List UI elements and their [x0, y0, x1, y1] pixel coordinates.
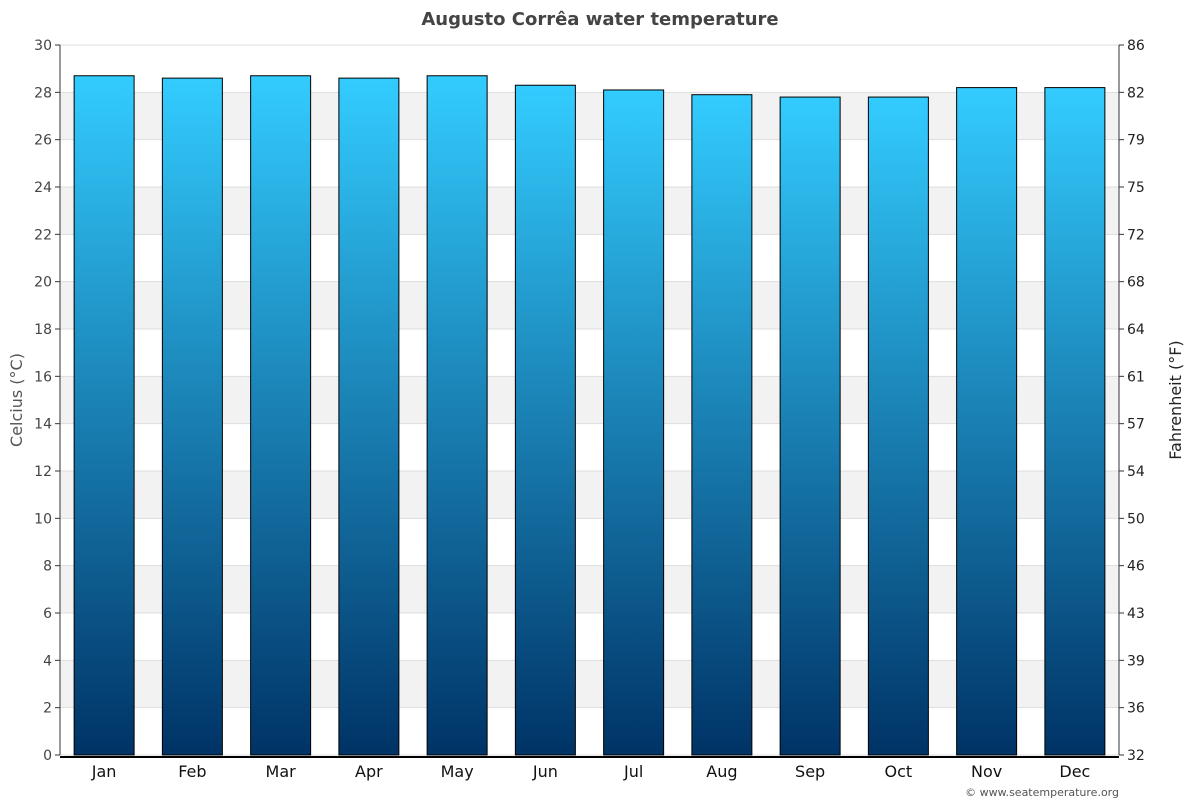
y-tick-label-right: 64: [1127, 322, 1145, 338]
x-tick-label: Aug: [706, 762, 737, 781]
y-tick-label-left: 24: [34, 180, 52, 196]
axes: 0 32 2 36 4 39 6 43 8 46 10 50 12 54 14 57 16 61 18 64 20 68 2…: [34, 38, 1145, 781]
y-tick-label-right: 50: [1127, 511, 1145, 527]
bar-jul: [603, 89, 665, 756]
bar-may: [426, 75, 488, 756]
y-tick-label-left: 16: [34, 369, 52, 385]
bar-jun: [514, 84, 576, 756]
bar-oct: [867, 96, 929, 756]
y-tick-label-left: 0: [43, 748, 52, 764]
y-tick-label-left: 10: [34, 511, 52, 527]
y-tick-label-left: 6: [43, 606, 52, 622]
bar-apr: [338, 77, 400, 756]
y-tick-label-right: 36: [1127, 701, 1145, 717]
grid-band: [60, 660, 1119, 708]
bar-aug: [691, 94, 753, 756]
y-tick-label-left: 4: [43, 653, 52, 669]
x-tick-label: May: [441, 762, 474, 781]
x-tick-label: Jan: [91, 762, 117, 781]
y-tick-label-right: 32: [1127, 748, 1145, 764]
y-tick-label-left: 12: [34, 464, 52, 480]
y-tick-label-right: 43: [1127, 606, 1145, 622]
bar-dec: [1044, 87, 1106, 756]
y-tick-label-right: 79: [1127, 133, 1145, 149]
x-tick-label: Jun: [532, 762, 558, 781]
y-tick-label-right: 57: [1127, 417, 1145, 433]
y-tick-label-right: 61: [1127, 369, 1145, 385]
grid-band: [60, 187, 1119, 235]
y-tick-label-right: 68: [1127, 275, 1145, 291]
x-tick-label: Nov: [971, 762, 1002, 781]
bar-jan: [73, 75, 135, 756]
y-tick-label-left: 28: [34, 85, 52, 101]
x-tick-label: Mar: [266, 762, 297, 781]
x-tick-label: Feb: [178, 762, 206, 781]
y-axis-label-right: Fahrenheit (°F): [1166, 340, 1185, 459]
grid-band: [60, 281, 1119, 329]
y-tick-label-right: 75: [1127, 180, 1145, 196]
chart-title: Augusto Corrêa water temperature: [421, 9, 778, 30]
x-tick-label: Dec: [1059, 762, 1090, 781]
y-tick-label-left: 14: [34, 417, 52, 433]
y-tick-label-left: 26: [34, 133, 52, 149]
y-tick-label-right: 72: [1127, 227, 1145, 243]
y-axis-label-left: Celcius (°C): [7, 353, 26, 447]
grid-band: [60, 92, 1119, 140]
grid-bands: [60, 44, 1119, 756]
bar-sep: [779, 96, 841, 756]
credit-text: © www.seatemperature.org: [965, 786, 1119, 799]
y-tick-label-right: 54: [1127, 464, 1145, 480]
y-tick-label-left: 30: [34, 38, 52, 54]
y-tick-label-left: 20: [34, 275, 52, 291]
y-tick-label-right: 39: [1127, 653, 1145, 669]
grid-band: [60, 565, 1119, 613]
bar-feb: [161, 77, 223, 756]
y-tick-label-left: 2: [43, 701, 52, 717]
x-tick-label: Apr: [355, 762, 383, 781]
y-tick-label-right: 86: [1127, 38, 1145, 54]
bar-mar: [250, 75, 312, 756]
bar-nov: [956, 87, 1018, 756]
x-tick-label: Jul: [623, 762, 643, 781]
y-tick-label-right: 82: [1127, 85, 1145, 101]
x-tick-label: Sep: [795, 762, 825, 781]
bars: [73, 75, 1106, 756]
grid-band: [60, 471, 1119, 519]
grid-band: [60, 376, 1119, 424]
y-tick-label-left: 18: [34, 322, 52, 338]
y-tick-label-left: 22: [34, 227, 52, 243]
y-tick-label-left: 8: [43, 559, 52, 575]
x-tick-label: Oct: [885, 762, 913, 781]
y-tick-label-right: 46: [1127, 559, 1145, 575]
